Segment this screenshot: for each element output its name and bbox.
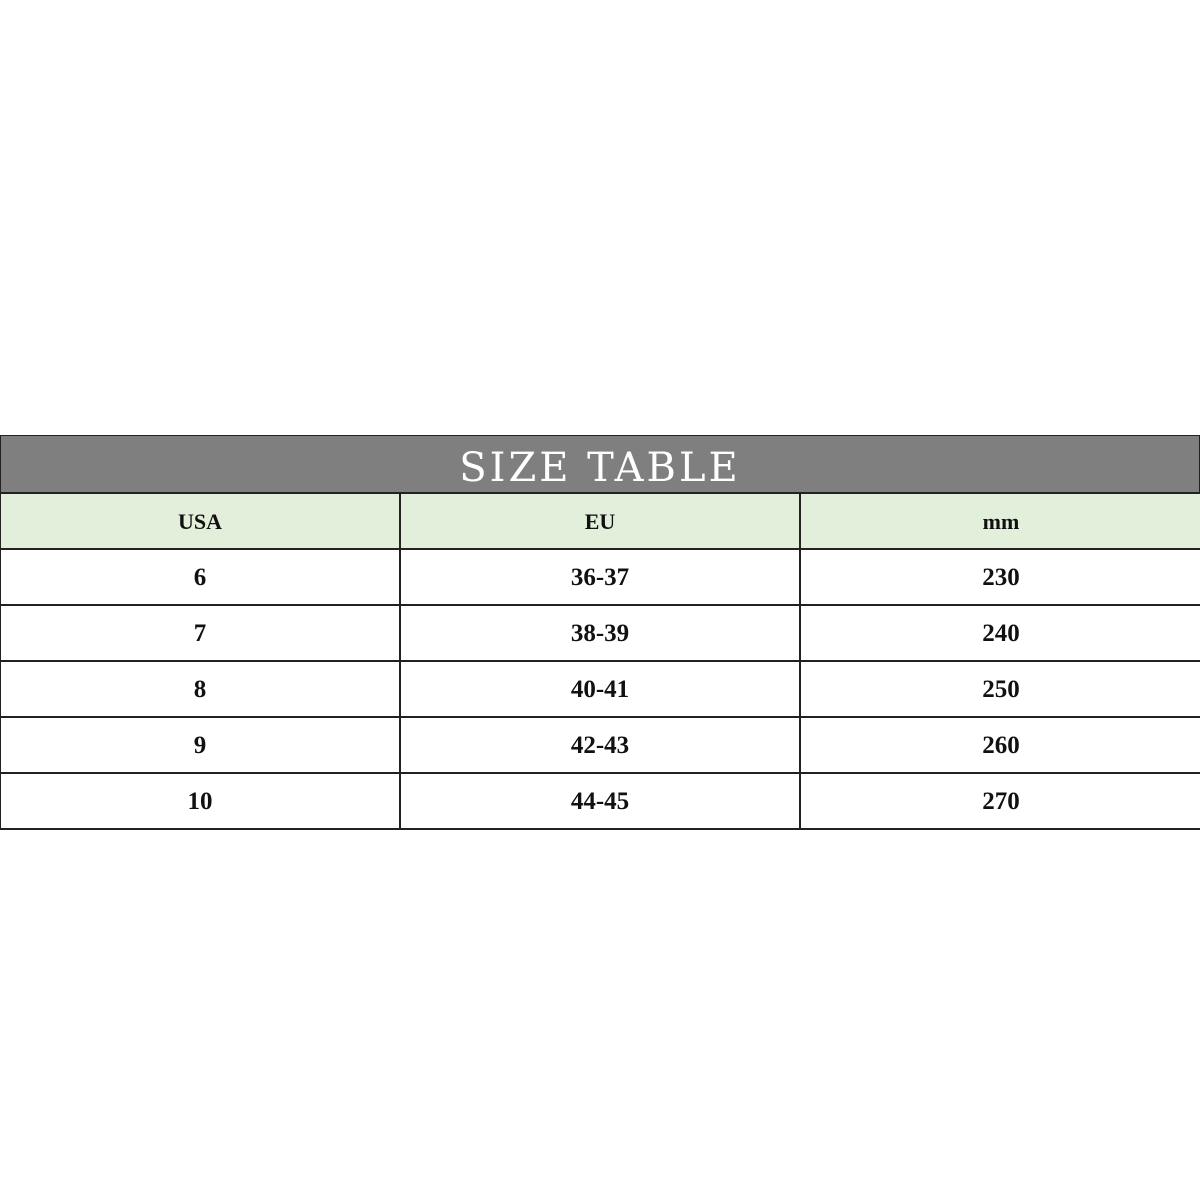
cell-mm: 250 (982, 676, 1020, 703)
cell-usa: 8 (1, 662, 401, 716)
table-title: SIZE TABLE (0, 435, 1200, 494)
size-table: SIZE TABLE USA EU mm 6 36-37 230 7 38-39… (0, 435, 1200, 830)
table-row: 8 40-41 250 (0, 662, 1200, 718)
table-row: 10 44-45 270 (0, 774, 1200, 830)
header-eu: EU (401, 494, 801, 548)
cell-eu: 38-39 (401, 606, 801, 660)
header-usa: USA (1, 494, 401, 548)
cell-mm: 230 (982, 564, 1020, 591)
table-row: 9 42-43 260 (0, 718, 1200, 774)
cell-usa: 7 (1, 606, 401, 660)
cell-eu: 42-43 (401, 718, 801, 772)
cell-usa: 6 (1, 550, 401, 604)
cell-mm: 270 (982, 788, 1020, 815)
header-mm: mm (982, 509, 1020, 534)
cell-mm: 240 (982, 620, 1020, 647)
cell-mm: 260 (982, 732, 1020, 759)
cell-usa: 10 (1, 774, 401, 828)
header-row: USA EU mm (0, 494, 1200, 550)
cell-eu: 44-45 (401, 774, 801, 828)
cell-eu: 36-37 (401, 550, 801, 604)
table-row: 7 38-39 240 (0, 606, 1200, 662)
cell-usa: 9 (1, 718, 401, 772)
table-row: 6 36-37 230 (0, 550, 1200, 606)
cell-eu: 40-41 (401, 662, 801, 716)
